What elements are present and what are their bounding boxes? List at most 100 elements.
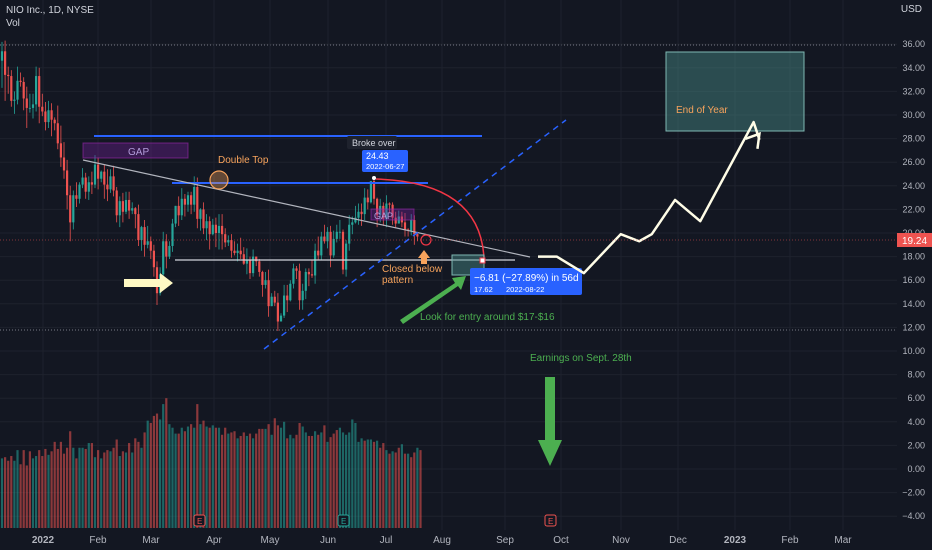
candle: [245, 248, 248, 275]
candle: [211, 218, 214, 236]
x-tick-label: Jul: [380, 535, 393, 546]
candle: [202, 202, 205, 235]
candle-body: [180, 198, 183, 216]
candle-body: [400, 216, 403, 223]
candle: [10, 70, 13, 107]
y-tick-label: 26.00: [902, 157, 925, 167]
candle-body: [193, 186, 196, 205]
candle-body: [19, 80, 22, 82]
candle: [276, 293, 279, 331]
volume-bar: [323, 425, 326, 528]
y-tick-label: 34.00: [902, 63, 925, 73]
volume-bar: [174, 433, 177, 528]
y-tick-label: −2.00: [902, 488, 925, 498]
earnings-marker-2[interactable]: [337, 514, 350, 527]
candle: [128, 191, 131, 219]
candle: [47, 100, 50, 128]
candle-body: [341, 231, 345, 270]
candle-body: [416, 234, 419, 237]
volume-bar: [180, 427, 183, 528]
volume-bar: [307, 435, 310, 528]
candle: [366, 189, 369, 210]
volume-bar: [199, 424, 202, 528]
earnings-marker-1[interactable]: [193, 514, 206, 527]
candle: [50, 103, 53, 137]
candle-body: [332, 238, 335, 256]
volume-bar: [196, 404, 199, 528]
candle-body: [134, 208, 137, 215]
volume-bar: [44, 448, 47, 528]
candle-body: [217, 225, 221, 233]
candle: [53, 117, 56, 131]
candle-body: [248, 260, 252, 274]
candle: [360, 203, 363, 226]
candle-body: [53, 119, 56, 124]
candle-body: [66, 170, 69, 196]
candle-body: [81, 177, 84, 185]
candle: [78, 182, 81, 204]
candle: [286, 284, 289, 313]
x-tick-label: Sep: [496, 535, 514, 546]
volume-bar: [236, 438, 239, 528]
volume-bar: [100, 458, 103, 528]
candle: [400, 211, 403, 228]
candle-body: [317, 250, 320, 256]
earnings-label: Earnings on Sept. 28th: [530, 353, 632, 364]
volume-bar: [28, 451, 31, 528]
candle-body: [137, 214, 140, 241]
candle-body: [323, 236, 326, 242]
volume-bar: [394, 452, 397, 528]
volume-bar: [128, 443, 131, 528]
candle: [239, 237, 242, 259]
volume-bar: [103, 452, 106, 528]
earnings-marker-3[interactable]: [544, 514, 557, 527]
candle-body: [124, 199, 128, 212]
candle: [183, 194, 186, 217]
volume-bar: [121, 451, 124, 528]
candle: [62, 142, 66, 179]
volume-bar: [270, 434, 273, 528]
volume-bar: [335, 430, 338, 528]
candle: [28, 93, 31, 113]
candle: [180, 188, 183, 221]
candle: [279, 313, 283, 322]
candle: [363, 188, 366, 221]
candle-body: [165, 241, 168, 257]
volume-bar: [90, 443, 93, 528]
symbol-title[interactable]: NIO Inc., 1D, NYSE: [6, 5, 94, 16]
candle-body: [168, 245, 171, 257]
candle-body: [22, 81, 25, 99]
closed-below-label: Closed below: [382, 264, 443, 275]
candle: [376, 197, 379, 228]
candle: [196, 177, 199, 229]
volume-bar: [202, 420, 205, 528]
volume-bar: [4, 457, 7, 528]
y-tick-label: 8.00: [907, 370, 925, 380]
volume-bar: [252, 438, 255, 528]
volume-bar: [217, 427, 221, 528]
volume-bar: [283, 421, 286, 528]
candle-body: [56, 123, 59, 144]
candle: [41, 93, 44, 117]
candle-body: [211, 224, 214, 235]
candle: [87, 176, 90, 200]
candle: [69, 185, 72, 242]
candle: [301, 283, 304, 310]
candle: [292, 263, 295, 289]
volume-bar: [403, 453, 407, 528]
candle-body: [283, 295, 286, 316]
volume-bar: [301, 426, 304, 528]
candle: [264, 271, 267, 289]
candle: [124, 191, 128, 215]
candle: [295, 266, 298, 280]
candle-body: [90, 182, 93, 185]
double-top-label: Double Top: [218, 155, 269, 166]
volume-bar: [16, 450, 19, 528]
volume-bar: [35, 456, 38, 528]
candle-body: [388, 203, 391, 205]
volume-bar: [354, 422, 357, 528]
candle: [152, 244, 155, 277]
volume-bar: [109, 451, 112, 528]
candle-body: [360, 211, 363, 215]
